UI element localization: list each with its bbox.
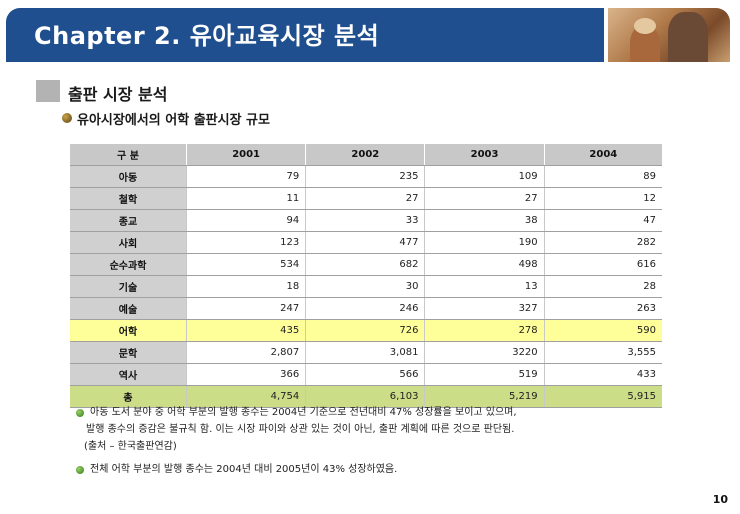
note-text: 전체 어학 부분의 발행 종수는 2004년 대비 2005년이 43% 성장하… [90,464,398,475]
table-cell: 235 [305,165,425,188]
column-header: 2002 [305,144,425,166]
table-cell: 94 [185,209,306,232]
table-row: 순수과학 534 682 498 616 [70,253,662,276]
table-cell: 616 [543,253,662,276]
table-cell: 3,081 [305,341,425,364]
table-cell: 278 [424,319,545,342]
table-cell: 433 [543,363,662,386]
table-cell: 79 [185,165,306,188]
row-label: 역사 [70,363,187,386]
table-cell: 2,807 [185,341,306,364]
row-label: 순수과학 [70,253,187,276]
table-row: 종교 94 33 38 47 [70,209,662,232]
row-label: 아동 [70,165,187,188]
table-cell: 282 [543,231,662,254]
column-header: 2004 [543,144,662,166]
table-row: 철학 11 27 27 12 [70,187,662,210]
bullet-icon [76,466,84,474]
header-bar [6,8,604,62]
table-row: 역사 366 566 519 433 [70,363,662,386]
row-label: 사회 [70,231,187,254]
column-header: 2001 [185,144,306,166]
page-number: 10 [712,493,728,506]
market-size-table: 구 분 2001 2002 2003 2004 아동 79 235 109 89… [70,144,662,408]
row-label: 어학 [70,319,187,342]
table-row: 기술 18 30 13 28 [70,275,662,298]
note-text: 아동 도서 분야 중 어학 부분의 발행 종수는 2004년 기준으로 전년대비… [90,407,517,418]
bullet-icon [62,113,72,123]
section-subtitle: 유아시장에서의 어학 출판시장 규모 [77,113,270,128]
table-cell: 4,754 [185,385,306,408]
table-cell: 435 [185,319,306,342]
table-cell: 18 [185,275,306,298]
table-cell: 5,915 [543,385,662,408]
column-header: 구 분 [70,144,187,166]
table-cell: 11 [185,187,306,210]
table-cell: 30 [305,275,425,298]
table-cell: 3220 [424,341,545,364]
bullet-icon [76,409,84,417]
table-cell: 6,103 [305,385,425,408]
table-cell: 366 [185,363,306,386]
table-cell: 519 [424,363,545,386]
table-cell: 246 [305,297,425,320]
table-cell: 28 [543,275,662,298]
table-cell: 327 [424,297,545,320]
table-cell: 47 [543,209,662,232]
row-label: 종교 [70,209,187,232]
table-cell: 38 [424,209,545,232]
row-label: 기술 [70,275,187,298]
note-source: (출처 – 한국출판연감) [84,441,177,452]
table-cell: 12 [543,187,662,210]
table-cell: 13 [424,275,545,298]
section-title: 출판 시장 분석 [68,85,168,104]
header: Chapter 2. 유아교육시장 분석 [0,0,740,66]
table-cell: 27 [305,187,425,210]
table-row: 문학 2,807 3,081 3220 3,555 [70,341,662,364]
table-row: 사회 123 477 190 282 [70,231,662,254]
row-label: 총 [70,385,187,408]
row-label: 예술 [70,297,187,320]
table-cell: 3,555 [543,341,662,364]
table-row-highlighted: 어학 435 726 278 590 [70,319,662,342]
table-cell: 123 [185,231,306,254]
section-marker [36,80,60,102]
table-cell: 109 [424,165,545,188]
header-photo [608,8,730,62]
table-cell: 590 [543,319,662,342]
table-cell: 5,219 [424,385,545,408]
table-row: 아동 79 235 109 89 [70,165,662,188]
table-cell: 33 [305,209,425,232]
page-title: Chapter 2. 유아교육시장 분석 [34,22,380,50]
table-cell: 190 [424,231,545,254]
table-cell: 477 [305,231,425,254]
photo-figure-adult [668,12,708,62]
table-cell: 534 [185,253,306,276]
table-cell: 263 [543,297,662,320]
note-text: 발행 종수의 증감은 불규칙 함. 이는 시장 파이와 상관 있는 것이 아닌,… [86,424,515,435]
table-cell: 247 [185,297,306,320]
table-cell: 682 [305,253,425,276]
table-cell: 89 [543,165,662,188]
photo-child-head [634,18,656,34]
row-label: 문학 [70,341,187,364]
table-cell: 566 [305,363,425,386]
table-cell: 27 [424,187,545,210]
table-row-total: 총 4,754 6,103 5,219 5,915 [70,385,662,408]
table-row: 예술 247 246 327 263 [70,297,662,320]
column-header: 2003 [424,144,545,166]
row-label: 철학 [70,187,187,210]
table-cell: 498 [424,253,545,276]
table-cell: 726 [305,319,425,342]
table-header-row: 구 분 2001 2002 2003 2004 [70,144,662,166]
